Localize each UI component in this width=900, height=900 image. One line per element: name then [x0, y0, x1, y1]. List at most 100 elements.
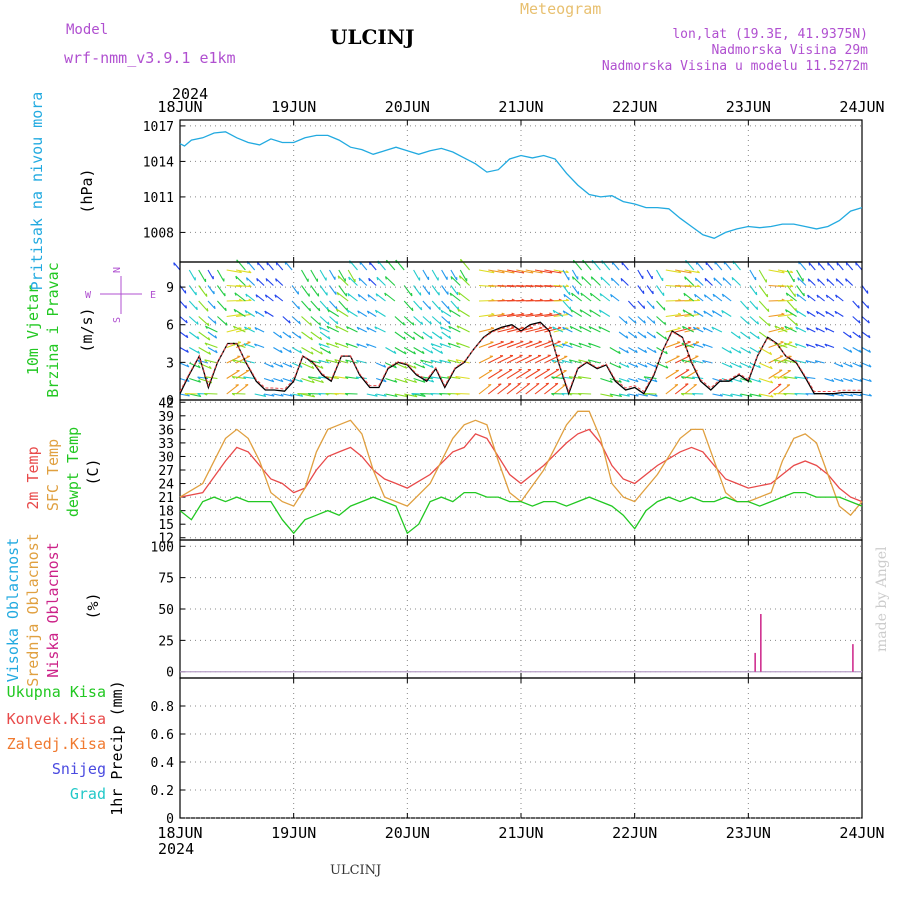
wind-arrow	[525, 284, 543, 288]
wind-arrow	[366, 326, 377, 333]
wind-arrow	[578, 342, 592, 349]
wind-arrow-head	[309, 307, 312, 312]
wind-arrow-head	[643, 320, 646, 324]
wind-arrow	[234, 292, 246, 302]
wind-arrow	[497, 383, 512, 395]
wind-arrow-head	[238, 298, 243, 301]
wind-arrow-head	[186, 364, 190, 368]
wind-arrow	[796, 285, 805, 297]
wind-arrow-head	[840, 378, 844, 382]
wind-arrow-head	[334, 359, 338, 363]
y-tick-label: 3	[166, 356, 174, 371]
wind-arrow-head	[831, 393, 835, 397]
wind-arrow	[637, 331, 647, 339]
axis-label: Visoka Oblacnost	[4, 538, 22, 683]
wind-arrow-head	[688, 326, 692, 329]
wind-arrow	[216, 300, 227, 312]
wind-arrow-head	[719, 393, 723, 397]
wind-arrow	[695, 261, 704, 271]
wind-arrow-head	[279, 334, 283, 339]
wind-arrow	[326, 342, 339, 349]
precip-legend-entry: Ukupna Kisa	[7, 683, 106, 701]
wind-arrow-head	[337, 275, 340, 279]
wind-arrow-head	[448, 325, 451, 330]
wind-arrow	[628, 393, 639, 397]
wind-arrow	[721, 362, 733, 369]
wind-arrow	[358, 277, 368, 286]
wind-arrow-head	[598, 326, 601, 330]
wind-arrow	[684, 355, 699, 364]
wind-arrow-head	[558, 326, 562, 329]
wind-arrow	[852, 347, 862, 353]
wind-arrow-head	[794, 393, 798, 396]
wind-arrow-head	[185, 305, 188, 309]
wind-arrow	[578, 392, 592, 395]
wind-arrow	[488, 313, 505, 318]
wind-arrow	[207, 347, 218, 354]
wind-arrow	[282, 331, 292, 339]
wind-arrow	[273, 347, 283, 354]
wind-arrow-head	[455, 376, 459, 379]
y-tick-label: 50	[158, 603, 174, 618]
wind-arrow-head	[366, 310, 370, 314]
wind-arrow-head	[634, 335, 638, 339]
wind-arrow-head	[778, 383, 782, 386]
wind-arrow-head	[824, 343, 828, 347]
wind-arrow-head	[643, 376, 647, 379]
wind-arrow-head	[325, 342, 329, 346]
wind-arrow	[740, 393, 753, 397]
wind-arrow	[807, 294, 816, 302]
wind-arrow	[275, 278, 284, 286]
wind-arrow-head	[855, 262, 857, 266]
wind-arrow-head	[692, 359, 696, 363]
wind-arrow	[431, 300, 441, 311]
axis-label: SFC Temp	[44, 439, 62, 511]
wind-arrow-head	[529, 326, 534, 329]
wind-arrow	[656, 269, 664, 282]
wind-arrow-head	[327, 321, 330, 325]
wind-arrow	[684, 341, 700, 349]
wind-arrow-head	[346, 326, 349, 330]
axis-label: Srednja Oblacnost	[24, 533, 42, 687]
wind-arrow	[497, 269, 515, 274]
wind-arrow	[609, 393, 622, 398]
wind-arrow-head	[769, 351, 773, 355]
compass-rose: N W E S	[85, 267, 156, 323]
wind-arrow	[665, 284, 682, 288]
wind-arrow	[326, 325, 340, 333]
wind-arrow	[534, 382, 550, 395]
wind-arrow-head	[256, 262, 259, 266]
wind-arrow	[796, 310, 807, 317]
wind-arrow	[610, 293, 620, 302]
y-tick-label: 39	[158, 410, 174, 425]
wind-arrow	[722, 277, 732, 286]
wind-arrow-head	[248, 284, 252, 288]
wind-arrow	[516, 355, 532, 364]
wind-arrow-head	[271, 393, 275, 397]
wind-arrow-head	[610, 394, 614, 398]
wind-arrow-head	[859, 364, 863, 368]
wind-arrow-head	[422, 379, 426, 383]
wind-arrow-head	[694, 277, 697, 281]
wind-arrow-head	[394, 379, 398, 383]
wind-arrow-head	[243, 343, 247, 347]
wind-arrow-head	[439, 393, 443, 396]
wind-arrow	[749, 316, 759, 325]
wind-arrow	[580, 292, 592, 302]
wind-arrow	[843, 377, 853, 383]
wind-arrow-head	[368, 278, 371, 282]
wind-arrow	[777, 341, 793, 349]
wind-arrow-head	[805, 393, 809, 396]
wind-arrow	[254, 393, 267, 397]
wind-arrow-head	[374, 309, 378, 314]
wind-arrow-head	[635, 349, 638, 353]
wind-arrow	[758, 362, 773, 370]
wind-arrow	[301, 362, 315, 370]
top-day-label: 21JUN	[498, 98, 543, 116]
wind-arrow-head	[429, 321, 432, 325]
wind-arrow-head	[600, 276, 603, 281]
wind-arrow-head	[785, 309, 788, 313]
wind-arrow	[244, 326, 255, 333]
altitude-label: Nadmorska Visina 29m	[711, 43, 868, 58]
wind-arrow	[198, 316, 210, 327]
